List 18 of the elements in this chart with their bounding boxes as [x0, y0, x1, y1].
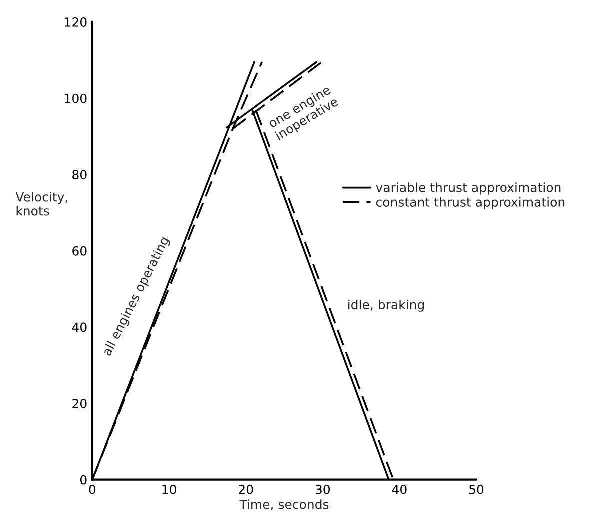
y-tick-label: 40	[72, 322, 87, 332]
y-tick-label: 20	[72, 399, 87, 408]
y-axis-title: Velocity, knots	[16, 192, 68, 216]
x-tick-label: 50	[470, 484, 484, 494]
y-tick-label: 60	[72, 246, 87, 256]
annotation: idle, braking	[348, 300, 424, 312]
x-tick-label: 0	[89, 484, 96, 494]
x-tick-label: 40	[392, 484, 407, 494]
x-axis-title: Time, seconds	[240, 500, 329, 511]
y-tick-label: 100	[65, 94, 87, 104]
legend-label: constant thrust approximation	[376, 197, 565, 210]
x-tick-label: 20	[239, 484, 254, 494]
legend-label: variable thrust approximation	[376, 182, 561, 195]
x-tick-label: 10	[162, 484, 176, 494]
x-tick-label: 30	[316, 484, 330, 494]
y-tick-label: 80	[72, 170, 87, 180]
y-tick-label: 0	[80, 475, 87, 485]
y-tick-label: 120	[65, 18, 87, 27]
